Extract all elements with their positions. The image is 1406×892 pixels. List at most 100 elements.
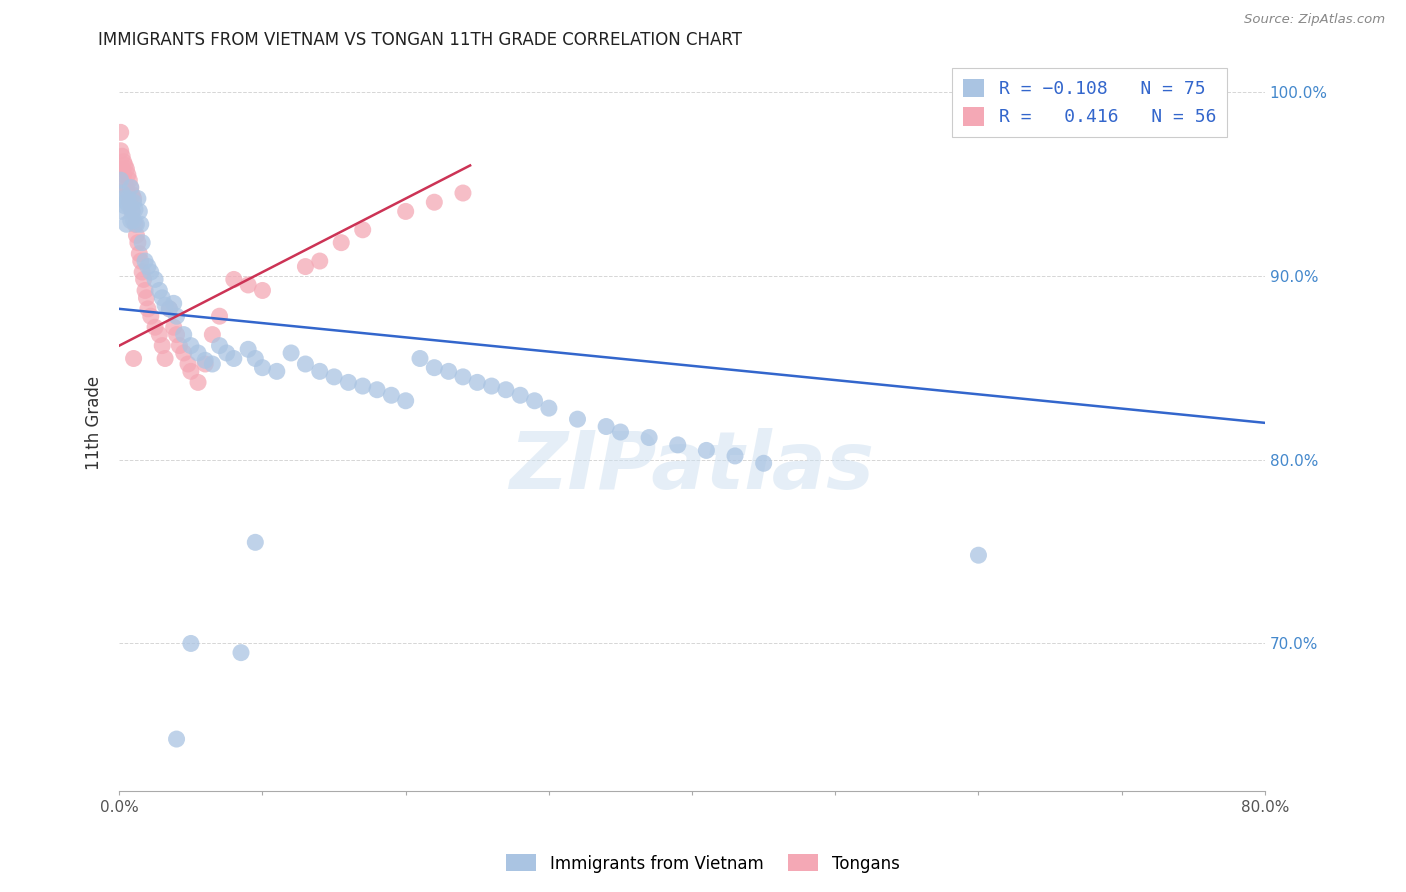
Point — [523, 393, 546, 408]
Point — [280, 346, 302, 360]
Point — [451, 370, 474, 384]
Text: IMMIGRANTS FROM VIETNAM VS TONGAN 11TH GRADE CORRELATION CHART: IMMIGRANTS FROM VIETNAM VS TONGAN 11TH G… — [98, 31, 742, 49]
Point — [120, 199, 142, 213]
Point — [120, 213, 142, 227]
Point — [201, 327, 224, 342]
Point — [117, 192, 139, 206]
Legend: Immigrants from Vietnam, Tongans: Immigrants from Vietnam, Tongans — [499, 847, 907, 880]
Point — [337, 376, 360, 390]
Point — [409, 351, 432, 366]
Point — [115, 195, 138, 210]
Point — [252, 284, 274, 298]
Point — [139, 265, 162, 279]
Point — [121, 204, 143, 219]
Point — [222, 272, 245, 286]
Point — [352, 379, 374, 393]
Point — [124, 217, 146, 231]
Point — [135, 291, 157, 305]
Point — [153, 298, 176, 312]
Point — [112, 192, 135, 206]
Legend: R = −0.108   N = 75, R =   0.416   N = 56: R = −0.108 N = 75, R = 0.416 N = 56 — [952, 68, 1227, 137]
Point — [180, 364, 202, 378]
Point — [129, 217, 152, 231]
Point — [451, 186, 474, 200]
Point — [567, 412, 589, 426]
Point — [127, 235, 149, 250]
Point — [437, 364, 460, 378]
Point — [252, 360, 274, 375]
Point — [724, 449, 747, 463]
Point — [122, 213, 145, 227]
Point — [111, 149, 134, 163]
Point — [495, 383, 517, 397]
Point — [695, 443, 717, 458]
Point — [194, 357, 217, 371]
Point — [125, 217, 148, 231]
Point — [163, 296, 186, 310]
Point — [122, 351, 145, 366]
Point — [163, 320, 186, 334]
Point — [465, 376, 488, 390]
Point — [132, 272, 155, 286]
Point — [194, 353, 217, 368]
Point — [166, 309, 188, 323]
Point — [139, 309, 162, 323]
Point — [308, 254, 330, 268]
Point — [481, 379, 503, 393]
Point — [114, 158, 136, 172]
Point — [128, 246, 150, 260]
Point — [118, 173, 141, 187]
Point — [136, 301, 159, 316]
Point — [134, 254, 156, 268]
Point — [110, 125, 132, 139]
Point — [118, 199, 141, 213]
Point — [169, 338, 191, 352]
Point — [201, 357, 224, 371]
Point — [111, 204, 134, 219]
Point — [266, 364, 288, 378]
Point — [666, 438, 689, 452]
Point — [180, 636, 202, 650]
Point — [208, 338, 231, 352]
Point — [177, 357, 200, 371]
Point — [380, 388, 402, 402]
Point — [143, 272, 166, 286]
Point — [115, 217, 138, 231]
Point — [229, 646, 252, 660]
Point — [222, 351, 245, 366]
Point — [136, 260, 159, 274]
Y-axis label: 11th Grade: 11th Grade — [86, 376, 103, 470]
Point — [180, 338, 202, 352]
Point — [166, 327, 188, 342]
Point — [609, 425, 631, 439]
Point — [323, 370, 346, 384]
Point — [595, 419, 617, 434]
Point — [215, 346, 238, 360]
Point — [127, 192, 149, 206]
Point — [114, 177, 136, 191]
Text: Source: ZipAtlas.com: Source: ZipAtlas.com — [1244, 13, 1385, 27]
Point — [118, 195, 141, 210]
Point — [166, 732, 188, 747]
Point — [981, 76, 1004, 90]
Point — [121, 187, 143, 202]
Point — [294, 260, 316, 274]
Point — [120, 180, 142, 194]
Point — [112, 168, 135, 182]
Point — [752, 456, 775, 470]
Point — [236, 277, 259, 292]
Point — [366, 383, 388, 397]
Text: ZIPatlas: ZIPatlas — [509, 428, 875, 506]
Point — [148, 327, 170, 342]
Point — [236, 343, 259, 357]
Point — [153, 351, 176, 366]
Point — [423, 360, 446, 375]
Point — [122, 192, 145, 206]
Point — [294, 357, 316, 371]
Point — [537, 401, 560, 416]
Point — [157, 301, 180, 316]
Point — [187, 376, 209, 390]
Point — [121, 204, 143, 219]
Point — [125, 228, 148, 243]
Point — [150, 338, 173, 352]
